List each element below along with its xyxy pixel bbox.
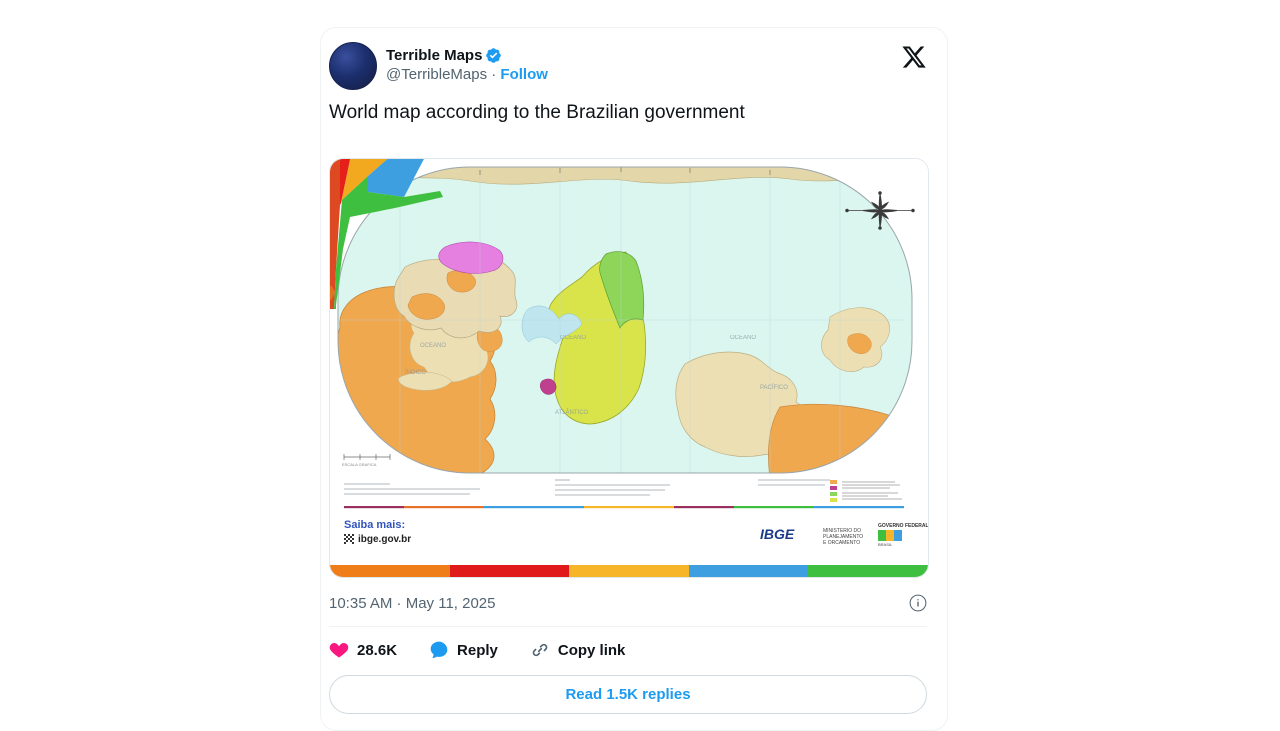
svg-text:E ORCAMENTO: E ORCAMENTO (823, 540, 860, 546)
svg-text:OCEANO: OCEANO (560, 335, 586, 341)
svg-text:OCEANO: OCEANO (730, 335, 756, 341)
svg-text:ÍNDICO: ÍNDICO (405, 369, 426, 376)
svg-text:ATLÂNTICO: ATLÂNTICO (555, 409, 589, 416)
svg-text:OCEANO: OCEANO (420, 343, 446, 349)
svg-text:BRASIL: BRASIL (878, 542, 893, 547)
svg-text:Saiba mais:: Saiba mais: (344, 519, 405, 531)
svg-text:GOVERNO FEDERAL: GOVERNO FEDERAL (878, 523, 929, 529)
svg-text:PACÍFICO: PACÍFICO (760, 384, 788, 391)
svg-text:ibge.gov.br: ibge.gov.br (358, 534, 411, 545)
svg-text:IBGE: IBGE (760, 526, 795, 542)
svg-text:ESCALA GRAFICA: ESCALA GRAFICA (342, 462, 377, 467)
